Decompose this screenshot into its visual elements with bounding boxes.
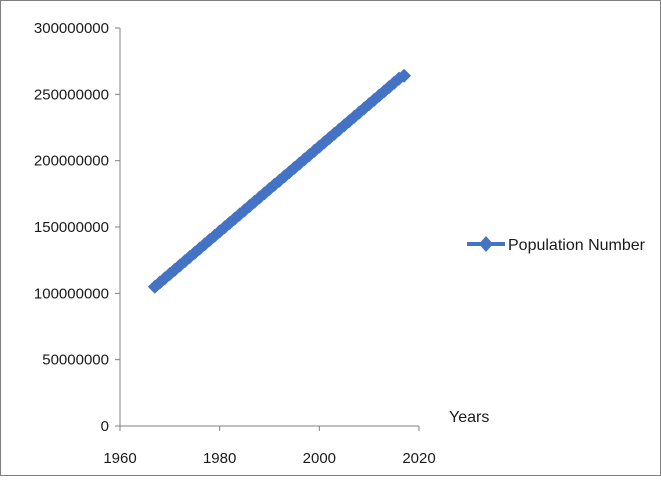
y-tick-label: 200000000 (34, 153, 109, 170)
x-axis-label: Years (449, 409, 489, 426)
x-axis-ticks: 1960 1980 2000 2020 (103, 426, 436, 467)
series-layer (147, 68, 412, 294)
y-tick-label: 50000000 (42, 352, 109, 369)
x-tick-label: 2020 (402, 450, 435, 467)
x-tick-label: 2000 (303, 450, 336, 467)
x-tick-label: 1960 (103, 450, 136, 467)
y-tick-label: 150000000 (34, 219, 109, 236)
y-tick-label: 250000000 (34, 86, 109, 103)
x-tick-label: 1980 (203, 450, 236, 467)
legend-marker-diamond (479, 236, 493, 252)
y-tick-label: 100000000 (34, 285, 109, 302)
legend: Population Number (467, 236, 646, 254)
y-axis-ticks: 0 50000000 100000000 150000000 200000000 2500… (34, 20, 120, 435)
data-point-marker (397, 68, 412, 83)
y-tick-label: 300000000 (34, 20, 109, 37)
y-tick-label: 0 (101, 418, 109, 435)
legend-label: Population Number (508, 237, 646, 254)
axes (119, 28, 419, 427)
